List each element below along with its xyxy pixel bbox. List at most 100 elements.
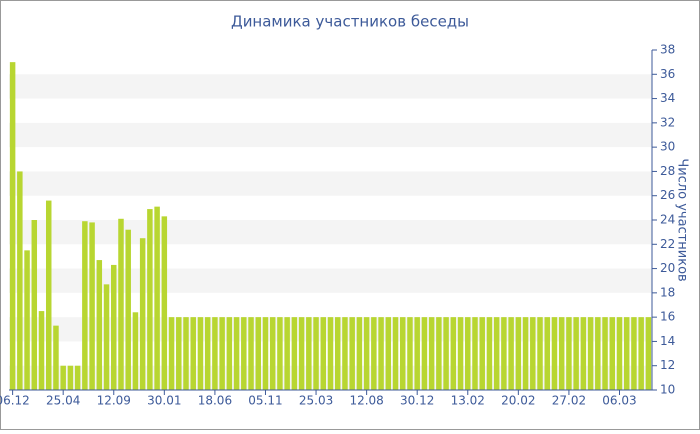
x-tick-label: 25.04 [46,394,80,408]
bar [602,317,608,390]
bar [291,317,298,390]
bar [31,220,38,390]
bar [573,317,579,390]
bar [255,317,261,390]
chart-title: Динамика участников беседы [231,13,469,31]
x-tick-label: 18.06 [198,394,232,408]
bar [472,317,478,390]
bar [204,317,211,390]
bar [248,317,254,390]
bar [53,325,59,390]
bar [241,317,247,390]
bar [580,317,587,390]
bar [67,365,74,390]
x-tick-label: 06.12 [0,394,30,408]
y-tick-label: 22 [660,237,675,251]
bar [334,317,341,390]
x-tick-label: 20.02 [501,394,535,408]
y-tick-label: 36 [660,67,675,81]
bar [371,317,377,390]
grid-band [9,122,652,148]
bar [284,317,290,390]
bar [609,317,616,390]
bar [139,238,146,390]
y-tick-label: 24 [660,213,675,227]
y-tick-label: 28 [660,164,675,178]
bar [262,317,269,390]
bar [486,317,493,390]
x-tick-label: 30.01 [147,394,181,408]
y-tick-label: 12 [660,358,675,372]
bar [385,317,392,390]
x-tick-label: 06.03 [602,394,636,408]
y-axis-label: Число участников [675,158,690,281]
bar [457,317,464,390]
bar [132,312,139,390]
bar [74,365,81,390]
bar [421,317,428,390]
bar [190,317,196,390]
bar [363,317,370,390]
bar [219,317,225,390]
bar [269,317,276,390]
bar [277,317,283,390]
bar [595,317,601,390]
bar [530,317,536,390]
bar [378,317,384,390]
bar [392,317,399,390]
bar [147,209,153,390]
bar [125,229,131,390]
bar [197,317,204,390]
bar [327,317,334,390]
y-tick-label: 32 [660,115,675,129]
bar [306,317,312,390]
bar [60,365,66,390]
bar [544,317,550,390]
bar [320,317,327,390]
bar [623,317,630,390]
y-tick-label: 18 [660,285,675,299]
bar [479,317,485,390]
bar [168,317,175,390]
x-tick-label: 12.08 [349,394,383,408]
bar [96,260,103,390]
bar [45,200,52,390]
bar [522,317,529,390]
bar [342,317,348,390]
bar [638,317,644,390]
bar [17,171,23,390]
bar [356,317,363,390]
y-tick-label: 38 [660,43,675,57]
bar [24,250,30,390]
bar [89,222,95,390]
bar [566,317,572,390]
bar [631,317,637,390]
bar [111,264,117,390]
bar [103,284,110,390]
grid-band [9,74,652,99]
y-tick-label: 34 [660,91,675,105]
grid-band [9,220,652,245]
bar [407,317,413,390]
bar [9,62,16,391]
bar [428,317,435,390]
bar [645,317,652,390]
bar [161,216,168,390]
bar [414,317,420,390]
bar [176,317,182,390]
bar [501,317,507,390]
bar [616,317,623,390]
bar [537,317,543,390]
bar [450,317,457,390]
bar [443,317,449,390]
bar [38,311,45,390]
y-tick-label: 14 [660,334,675,348]
x-tick-label: 13.02 [451,394,485,408]
bar [587,317,594,390]
bar [183,317,189,390]
bar [493,317,500,390]
bar [465,317,471,390]
bar [226,317,233,390]
x-tick-label: 30.12 [400,394,434,408]
x-tick-label: 12.09 [97,394,131,408]
